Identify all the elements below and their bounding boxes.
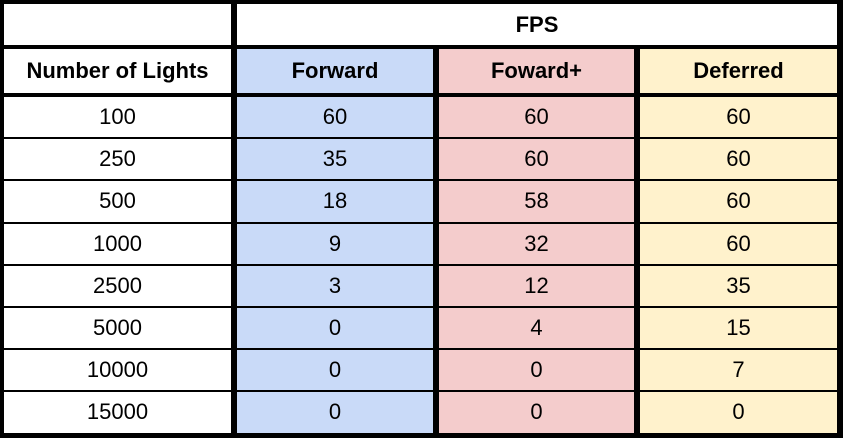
data-cell: 35 (640, 265, 837, 306)
row-label: 100 (4, 97, 231, 138)
data-cell: 60 (439, 97, 634, 138)
data-cell: 35 (237, 139, 433, 180)
data-cell: 0 (237, 308, 433, 349)
data-cell: 60 (640, 139, 837, 180)
row-label: 15000 (4, 392, 231, 433)
row-label: 250 (4, 139, 231, 180)
data-cell: 4 (439, 308, 634, 349)
row-label: 500 (4, 181, 231, 222)
data-cell: 0 (237, 392, 433, 433)
data-cell: 60 (439, 139, 634, 180)
data-cell: 9 (237, 223, 433, 264)
data-cell: 58 (439, 181, 634, 222)
data-cell: 0 (439, 350, 634, 391)
row-label: 2500 (4, 265, 231, 306)
group-header: FPS (237, 4, 837, 45)
column-header: Forward (237, 49, 433, 93)
column-header: Number of Lights (4, 49, 231, 93)
data-cell: 0 (237, 350, 433, 391)
column-header: Foward+ (439, 49, 634, 93)
data-cell: 32 (439, 223, 634, 264)
data-cell: 0 (640, 392, 837, 433)
row-label: 5000 (4, 308, 231, 349)
data-cell: 7 (640, 350, 837, 391)
data-cell: 3 (237, 265, 433, 306)
row-label: 1000 (4, 223, 231, 264)
data-cell: 15 (640, 308, 837, 349)
data-cell: 60 (237, 97, 433, 138)
data-cell: 18 (237, 181, 433, 222)
data-cell: 12 (439, 265, 634, 306)
row-label: 10000 (4, 350, 231, 391)
data-cell: 60 (640, 97, 837, 138)
corner-cell (4, 4, 231, 45)
data-cell: 60 (640, 181, 837, 222)
column-header: Deferred (640, 49, 837, 93)
data-cell: 0 (439, 392, 634, 433)
data-cell: 60 (640, 223, 837, 264)
